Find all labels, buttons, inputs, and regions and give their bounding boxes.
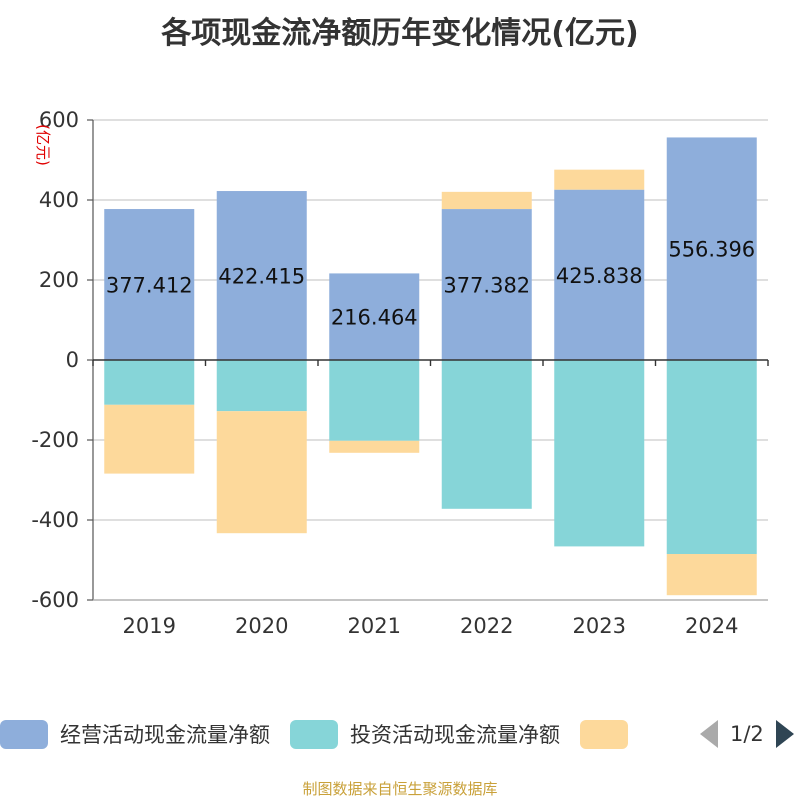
x-tick-label: 2022 (460, 614, 513, 638)
y-tick-label: -200 (31, 428, 79, 452)
data-label-2022: 377.382 (443, 274, 530, 298)
data-label-2021: 216.464 (331, 306, 418, 330)
bar-series-1-2024[interactable] (666, 360, 757, 554)
bar-series-0-2021[interactable] (329, 273, 420, 360)
bar-series-2-2019[interactable] (104, 404, 195, 474)
bar-series-0-2019[interactable] (104, 209, 195, 360)
x-tick-label: 2019 (123, 614, 176, 638)
legend-prev-page-icon[interactable] (700, 720, 718, 748)
x-tick-label: 2024 (685, 614, 738, 638)
data-labels: 377.412 422.415 216.464 377.382 425.838 556.3… (106, 238, 755, 330)
bar-series-2-2021[interactable] (329, 440, 420, 453)
source-footer: 制图数据来自恒生聚源数据库 (302, 780, 498, 798)
data-label-2023: 425.838 (556, 264, 643, 288)
legend-pager: 1/2 (700, 716, 794, 752)
legend-page-indicator: 1/2 (730, 722, 764, 746)
data-label-2019: 377.412 (106, 274, 193, 298)
legend: 经营活动现金流量净额 投资活动现金流量净额 (0, 716, 660, 752)
bar-series-0-2022[interactable] (441, 209, 532, 360)
bar-series-2-2020[interactable] (216, 411, 307, 534)
x-tick-label: 2021 (348, 614, 401, 638)
bar-series-2-2022[interactable] (441, 191, 532, 210)
axes: 600 400 200 0 -200 -400 -600 2019 2020 2021 2022 20… (31, 108, 769, 638)
bar-series-1-2020[interactable] (216, 360, 307, 412)
x-tick-label: 2023 (573, 614, 626, 638)
legend-swatch-financing (580, 719, 628, 749)
y-tick-label: -400 (31, 508, 79, 532)
bar-series-0-2023[interactable] (554, 189, 645, 360)
y-tick-label: -600 (31, 588, 79, 612)
chart-title: 各项现金流净额历年变化情况(亿元) (161, 16, 639, 51)
legend-item-financing[interactable] (580, 719, 640, 749)
y-tick-label: 0 (66, 348, 79, 372)
y-tick-label: 400 (39, 188, 79, 212)
bar-series-2-2023[interactable] (554, 169, 645, 190)
bar-series-1-2022[interactable] (441, 360, 532, 509)
bar-series-0-2024[interactable] (666, 137, 757, 360)
bar-series-1-2023[interactable] (554, 360, 645, 547)
bars[interactable] (104, 137, 757, 596)
legend-label-investing: 投资活动现金流量净额 (350, 723, 560, 747)
legend-swatch-investing (290, 719, 338, 749)
data-label-2020: 422.415 (218, 265, 305, 289)
bar-series-0-2020[interactable] (216, 191, 307, 360)
legend-swatch-operating (0, 719, 48, 749)
legend-item-operating[interactable]: 经营活动现金流量净额 (0, 719, 270, 749)
y-tick-label: 200 (39, 268, 79, 292)
data-label-2024: 556.396 (668, 238, 755, 262)
bar-series-1-2021[interactable] (329, 360, 420, 441)
bar-series-1-2019[interactable] (104, 360, 195, 405)
legend-label-operating: 经营活动现金流量净额 (60, 723, 270, 747)
legend-item-investing[interactable]: 投资活动现金流量净额 (290, 719, 560, 749)
y-axis-unit-label: (亿元) (34, 124, 52, 166)
legend-next-page-icon[interactable] (775, 720, 794, 748)
x-tick-label: 2020 (235, 614, 288, 638)
bar-series-2-2024[interactable] (666, 554, 757, 596)
y-tick-label: 600 (39, 108, 79, 132)
